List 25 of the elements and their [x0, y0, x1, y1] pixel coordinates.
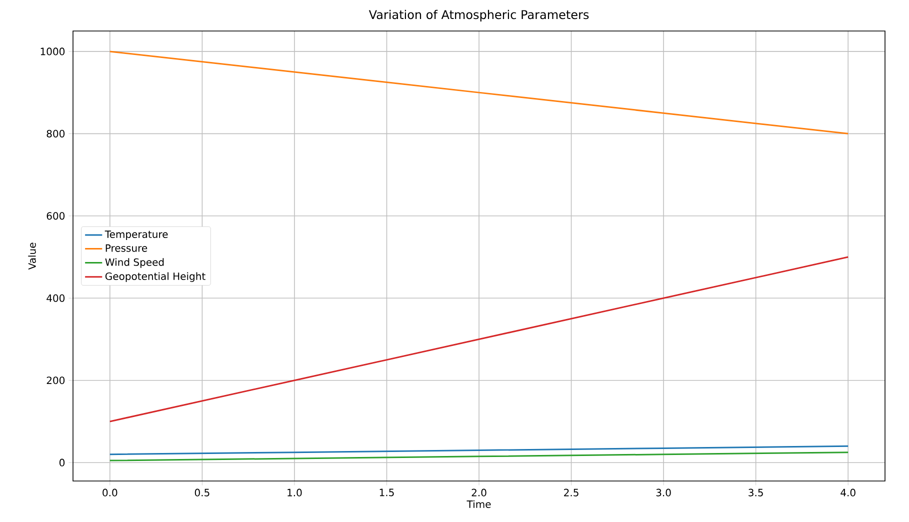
legend-label: Geopotential Height	[105, 272, 206, 282]
y-tick-label: 400	[46, 294, 65, 302]
x-tick-label: 1.0	[288, 488, 302, 496]
line-series	[109, 50, 849, 134]
legend-label: Wind Speed	[105, 258, 164, 268]
x-tick-label: 2.0	[472, 488, 486, 496]
y-tick-label: 800	[46, 130, 65, 138]
chart-title: Variation of Atmospheric Parameters	[368, 10, 589, 22]
legend-label: Temperature	[104, 230, 168, 240]
line-series	[109, 452, 849, 462]
y-tick-label: 600	[46, 212, 65, 220]
y-tick-label: 0	[60, 458, 65, 466]
x-tick-label: 4.0	[840, 488, 856, 496]
x-axis-title: Time	[466, 500, 491, 508]
y-axis-title: Value	[28, 242, 36, 270]
x-tick-label: 1.5	[380, 488, 394, 496]
x-tick-label: 0.0	[102, 488, 118, 496]
y-tick-label: 200	[46, 376, 65, 384]
legend-label: Pressure	[106, 244, 148, 252]
x-tick-label: 0.5	[194, 488, 210, 496]
y-tick-label: 1000	[40, 48, 65, 56]
x-tick-label: 3.5	[748, 488, 763, 496]
x-tick-label: 3.0	[656, 488, 671, 496]
line-series	[109, 445, 849, 456]
x-tick-label: 2.5	[564, 488, 578, 496]
